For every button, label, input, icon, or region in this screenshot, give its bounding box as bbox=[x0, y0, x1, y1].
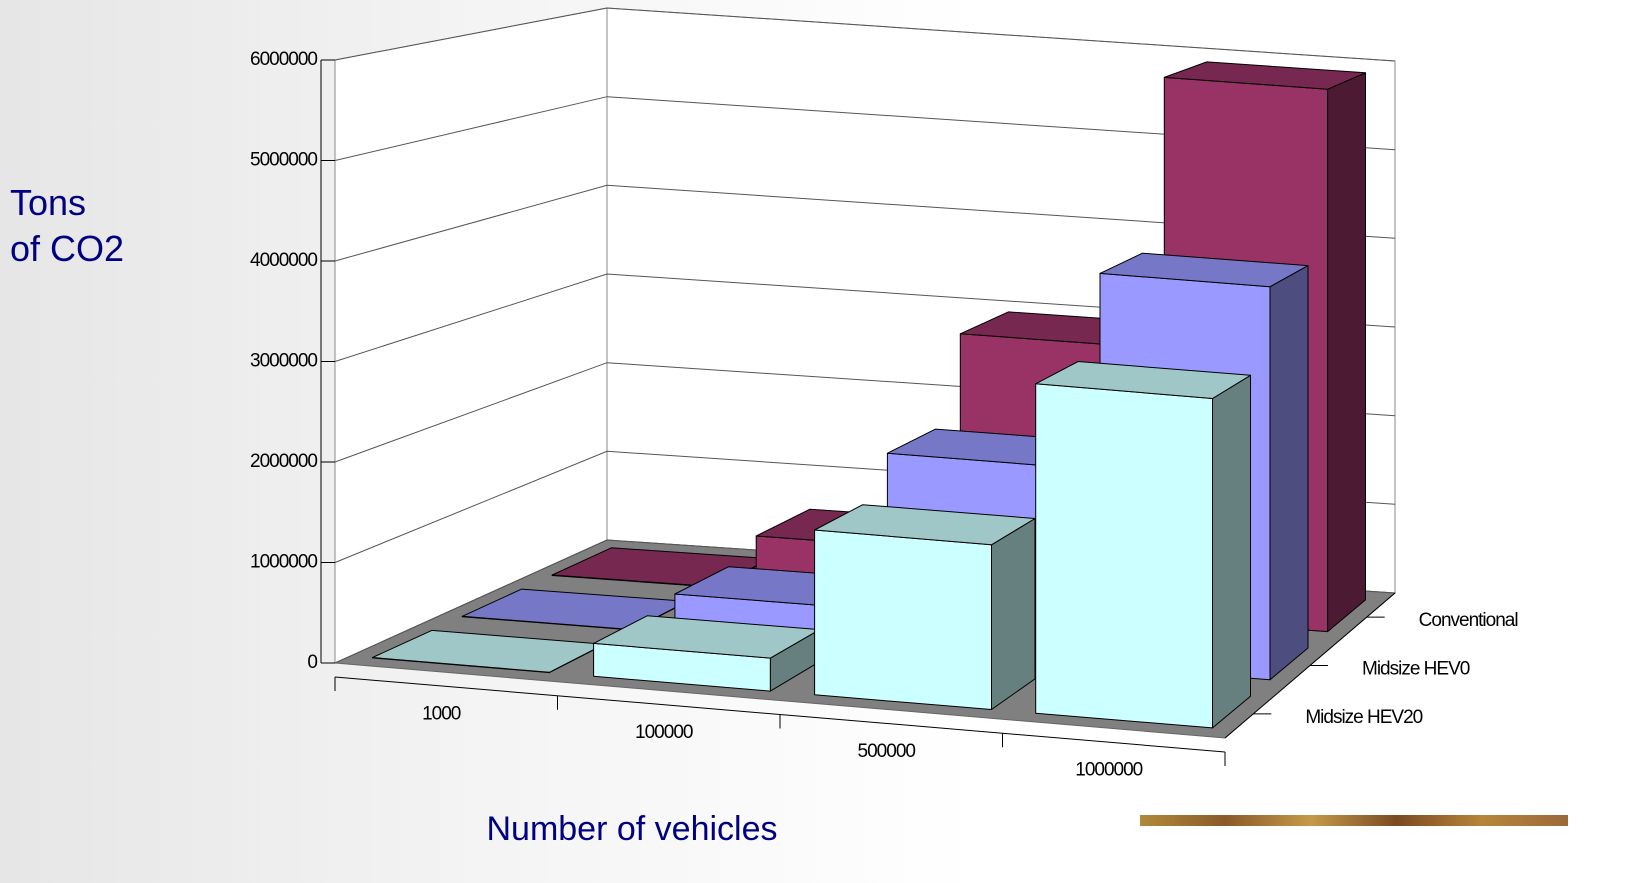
x-tick-label: 1000 bbox=[422, 703, 461, 724]
x-axis-title: Number of vehicles bbox=[0, 810, 1264, 849]
legend-label: Midsize HEV20 bbox=[1305, 707, 1422, 728]
x-tick-label: 100000 bbox=[635, 722, 693, 743]
bar-front bbox=[1036, 384, 1213, 728]
slide: 0 1000000 2000000 3000000 4000000 5000000 6000… bbox=[0, 0, 1628, 883]
y-tick-label: 0 bbox=[307, 652, 317, 673]
x-tick-label: 1000000 bbox=[1075, 760, 1142, 781]
y-tick-label: 2000000 bbox=[250, 451, 317, 472]
bar-side bbox=[1213, 375, 1251, 728]
chart: 0 1000000 2000000 3000000 4000000 5000000 6000… bbox=[0, 0, 1628, 883]
y-tick-label: 1000000 bbox=[250, 552, 317, 573]
bar-side bbox=[1270, 266, 1308, 680]
y-axis-title: Tons of CO2 bbox=[10, 180, 124, 272]
y-tick-label: 4000000 bbox=[250, 250, 317, 271]
x-tick-label: 500000 bbox=[858, 741, 916, 762]
decoration bbox=[1140, 815, 1568, 826]
bar-front bbox=[815, 530, 992, 710]
y-tick-label: 5000000 bbox=[250, 150, 317, 171]
bar-side bbox=[1328, 73, 1366, 632]
y-tick-label: 6000000 bbox=[250, 49, 317, 70]
legend-label: Conventional bbox=[1419, 610, 1518, 631]
y-axis-title-line: of CO2 bbox=[10, 226, 124, 272]
y-axis-title-line: Tons bbox=[10, 180, 124, 226]
bar-side bbox=[992, 519, 1036, 710]
y-tick-label: 3000000 bbox=[250, 351, 317, 372]
legend-label: Midsize HEV0 bbox=[1362, 659, 1470, 680]
